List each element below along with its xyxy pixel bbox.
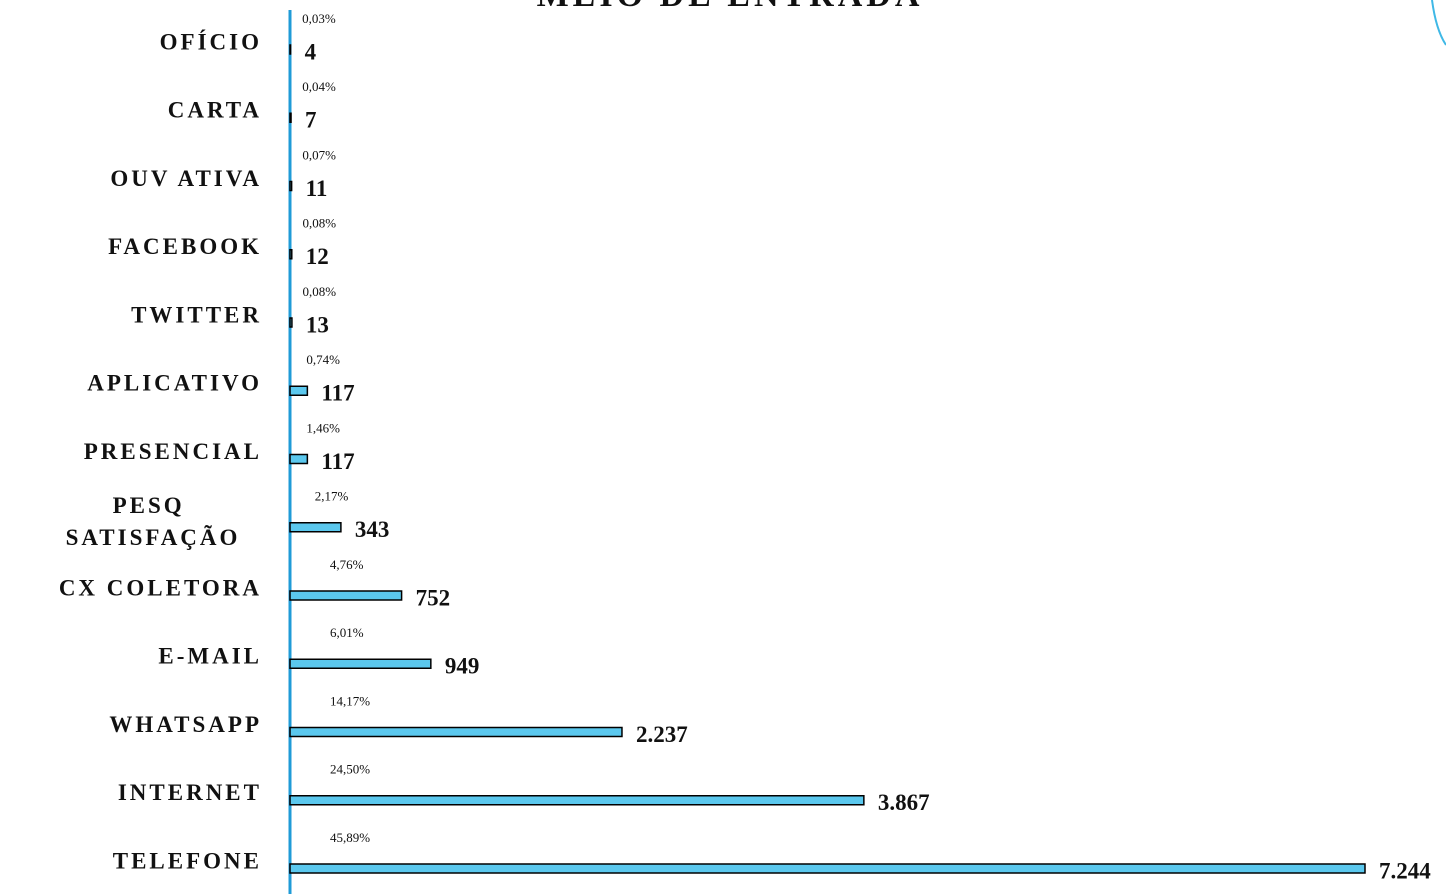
bar: [289, 863, 1366, 874]
share-label: 14,17%: [330, 693, 370, 708]
share-label: 45,89%: [330, 830, 370, 845]
category-label: PRESENCIAL: [84, 439, 262, 464]
value-label: 343: [355, 517, 390, 542]
category-label: E-MAIL: [158, 644, 262, 669]
bar: [289, 249, 293, 260]
bar: [289, 385, 309, 396]
category-label: OUV ATIVA: [110, 166, 262, 191]
bar: [289, 658, 432, 669]
category-label: INTERNET: [118, 780, 262, 805]
value-label: 949: [445, 654, 480, 679]
value-label: 2.237: [636, 722, 688, 747]
category-label: FACEBOOK: [108, 234, 262, 259]
category-label: CX COLETORA: [59, 575, 262, 600]
share-label: 0,08%: [302, 284, 336, 299]
chart-title: MEIO DE ENTRADA: [537, 0, 924, 14]
category-label: TWITTER: [131, 302, 262, 327]
value-label: 7.244: [1379, 858, 1431, 883]
value-label: 12: [306, 244, 329, 269]
value-label: 11: [306, 176, 328, 201]
bar: [289, 317, 293, 328]
share-label: 0,03%: [302, 11, 336, 26]
value-label: 117: [321, 449, 354, 474]
value-label: 4: [305, 39, 317, 64]
bar: [289, 522, 342, 533]
category-label: APLICATIVO: [87, 371, 262, 396]
category-label: TELEFONE: [113, 848, 262, 873]
share-label: 0,04%: [302, 79, 336, 94]
share-label: 0,08%: [302, 216, 336, 231]
category-label: PESQ SATISFAÇÃO: [66, 493, 241, 550]
share-label: 2,17%: [315, 489, 349, 504]
bar: [289, 44, 292, 55]
share-label: 4,76%: [330, 557, 364, 572]
share-label: 1,46%: [306, 420, 340, 435]
bar: [289, 590, 403, 601]
category-label: OFÍCIO: [160, 29, 262, 54]
value-label: 3.867: [878, 790, 930, 815]
bar: [289, 453, 309, 465]
value-label: 13: [306, 312, 329, 337]
decoration: [1431, 0, 1446, 46]
share-label: 6,01%: [330, 625, 364, 640]
bar: [289, 795, 865, 806]
value-label: 117: [321, 381, 354, 406]
share-label: 0,07%: [302, 147, 336, 162]
bar: [289, 180, 293, 192]
share-label: 0,74%: [306, 352, 340, 367]
bar: [289, 726, 623, 738]
value-label: 7: [305, 108, 317, 133]
category-label: CARTA: [168, 98, 262, 123]
value-label: 752: [416, 585, 451, 610]
category-label: WHATSAPP: [109, 712, 262, 737]
bar: [289, 112, 292, 123]
share-label: 24,50%: [330, 762, 370, 777]
